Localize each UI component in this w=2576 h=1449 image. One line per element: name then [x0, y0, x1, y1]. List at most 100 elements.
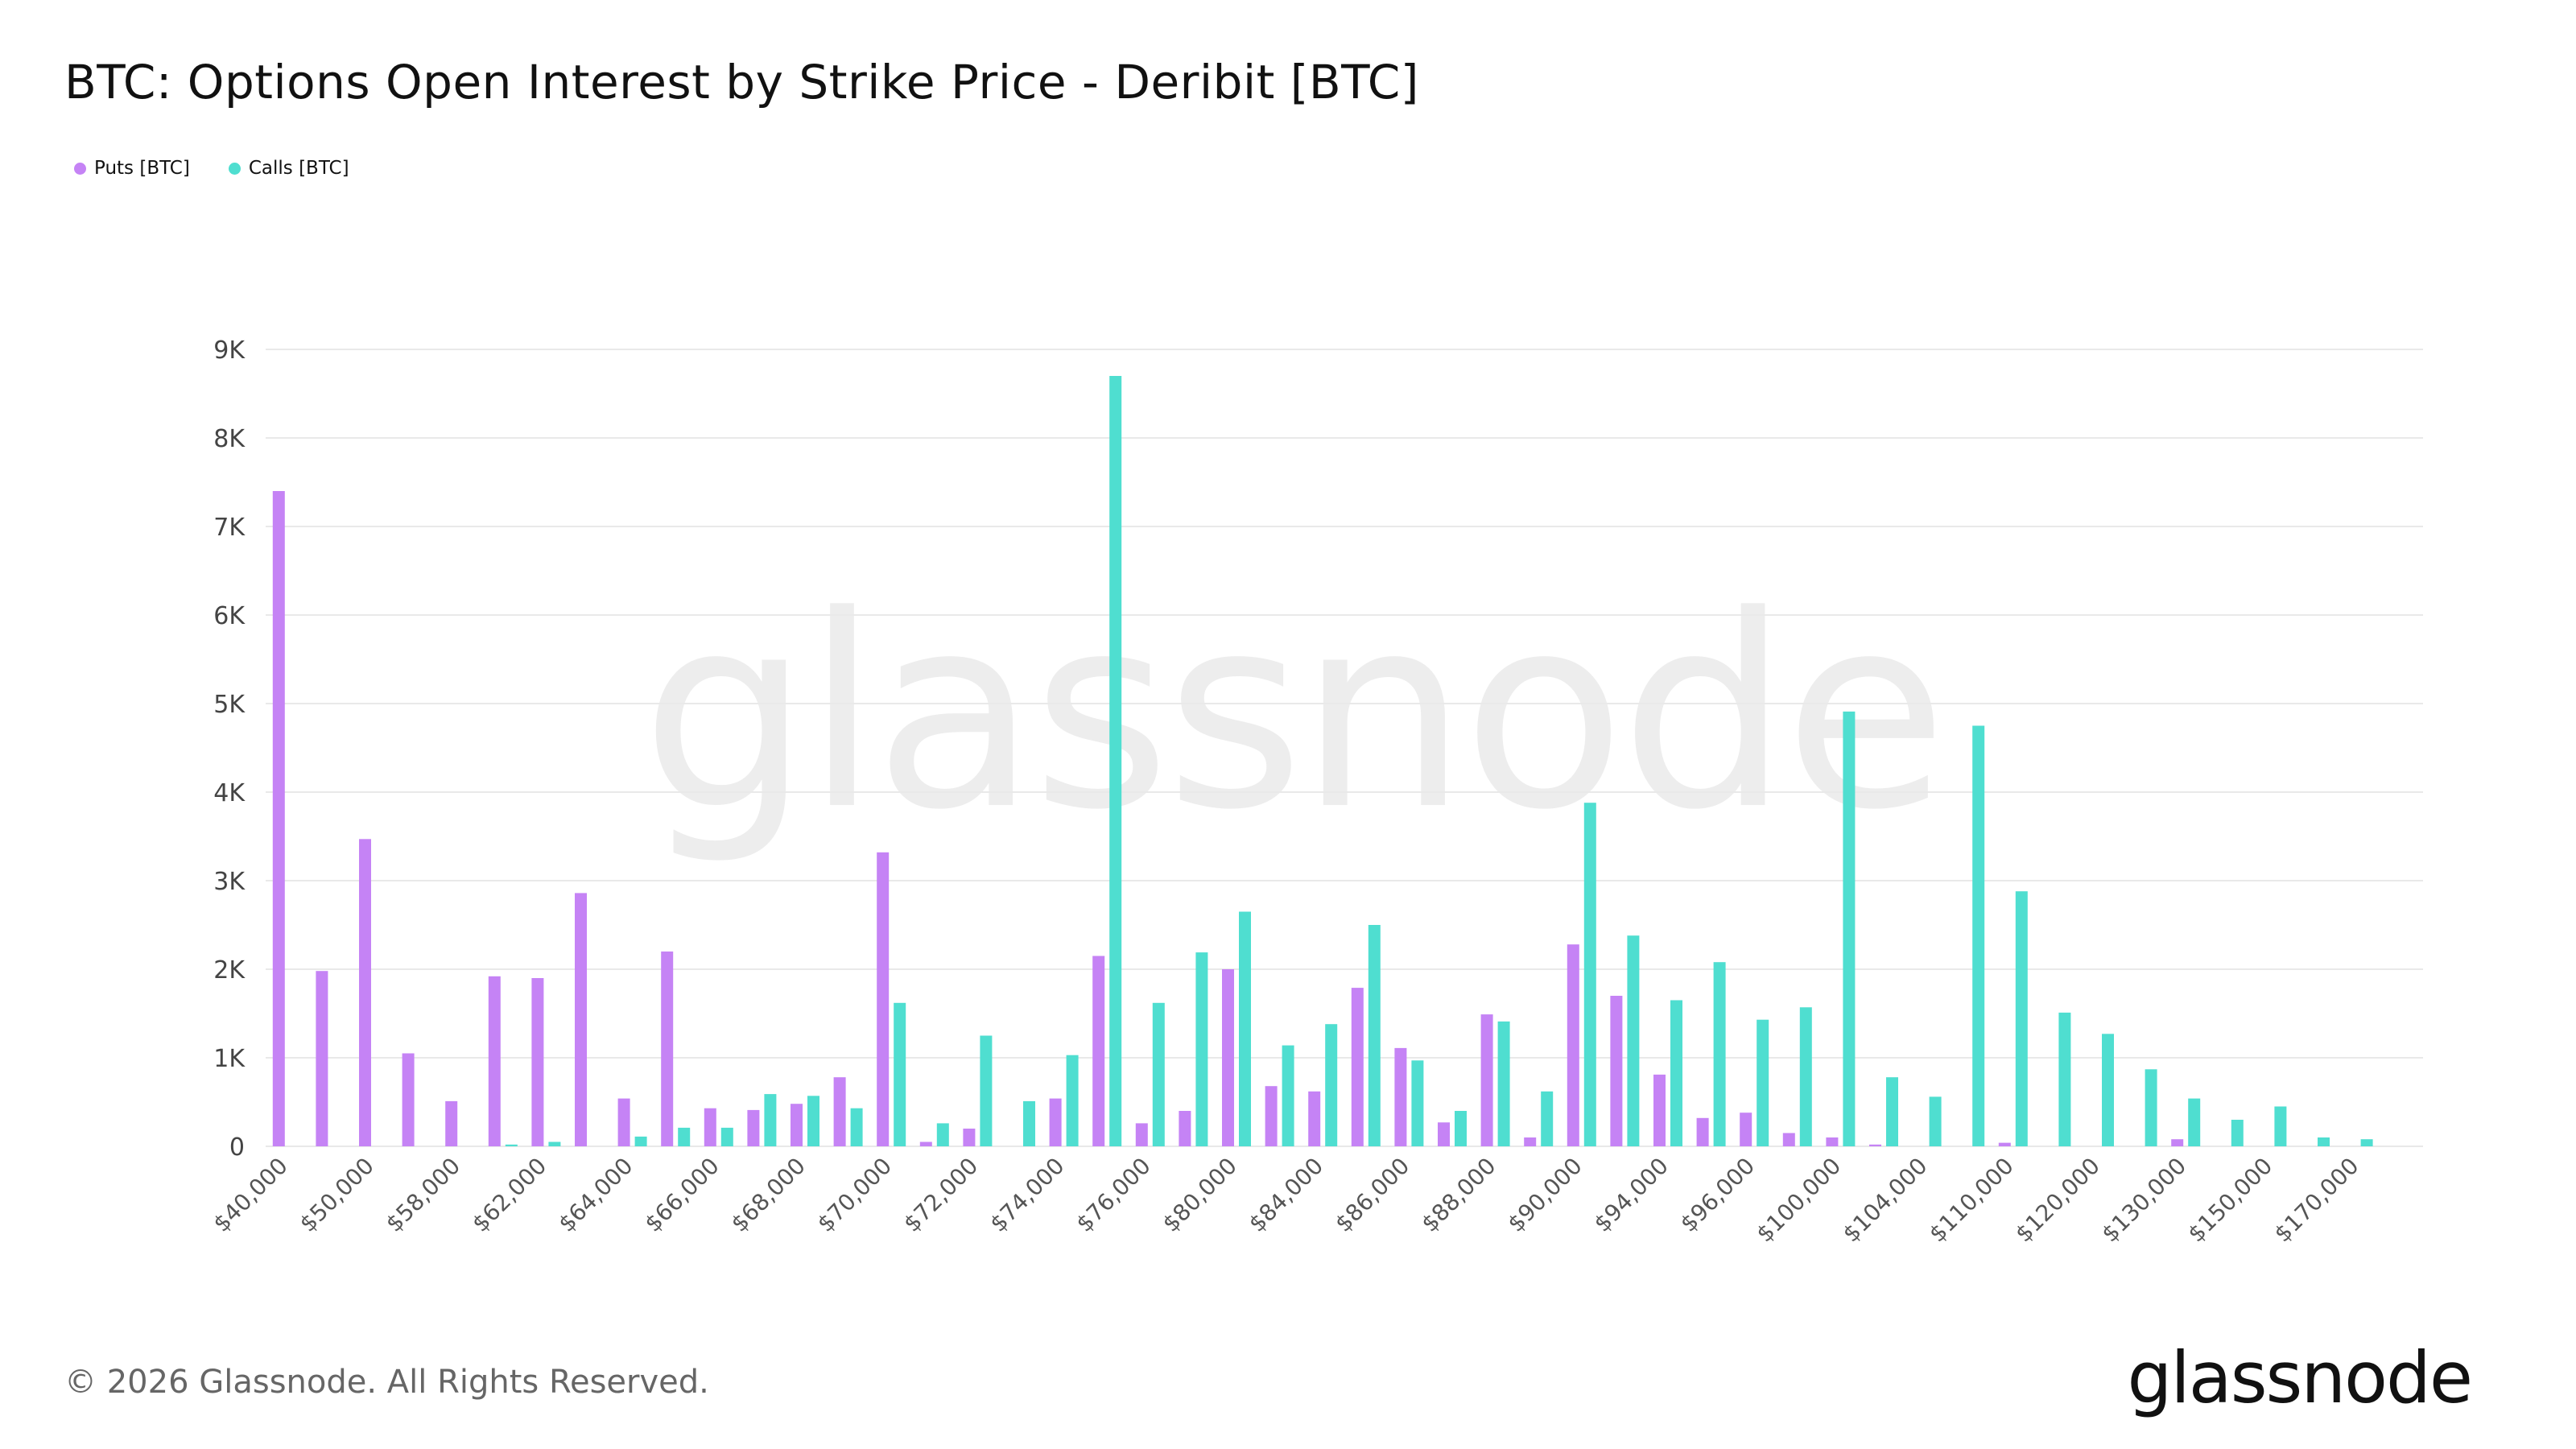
- x-tick-label: $76,000: [1071, 1153, 1156, 1237]
- bar-puts[interactable]: [1869, 1144, 1881, 1146]
- bar-calls[interactable]: [1627, 935, 1640, 1146]
- bar-calls[interactable]: [1368, 925, 1381, 1146]
- x-tick-label: $58,000: [381, 1153, 465, 1237]
- bar-puts[interactable]: [1438, 1122, 1450, 1146]
- bar-puts[interactable]: [661, 952, 674, 1146]
- x-tick-label: $68,000: [726, 1153, 811, 1237]
- bar-puts[interactable]: [1265, 1086, 1278, 1146]
- bar-calls[interactable]: [2102, 1034, 2114, 1146]
- x-tick-label: $50,000: [295, 1153, 379, 1237]
- bar-calls[interactable]: [1757, 1019, 1769, 1146]
- bar-puts[interactable]: [1653, 1074, 1666, 1146]
- copyright-text: © 2026 Glassnode. All Rights Reserved.: [64, 1364, 709, 1401]
- bar-puts[interactable]: [1610, 996, 1623, 1146]
- y-tick-label: 1K: [213, 1045, 246, 1073]
- bar-calls[interactable]: [807, 1096, 819, 1146]
- bar-puts[interactable]: [2171, 1139, 2184, 1146]
- bar-calls[interactable]: [720, 1127, 733, 1146]
- bar-puts[interactable]: [833, 1077, 846, 1146]
- bar-calls[interactable]: [1541, 1091, 1554, 1146]
- bar-calls[interactable]: [2015, 891, 2028, 1146]
- bar-puts[interactable]: [704, 1108, 716, 1146]
- bar-puts[interactable]: [316, 971, 328, 1146]
- bar-puts[interactable]: [1394, 1047, 1407, 1146]
- bar-calls[interactable]: [1109, 376, 1122, 1146]
- bar-calls[interactable]: [1023, 1100, 1035, 1146]
- bar-calls[interactable]: [1497, 1021, 1510, 1146]
- bar-calls[interactable]: [1886, 1077, 1898, 1146]
- bar-calls[interactable]: [850, 1108, 863, 1146]
- bar-calls[interactable]: [1239, 911, 1251, 1147]
- x-tick-label: $74,000: [985, 1153, 1069, 1237]
- bar-puts[interactable]: [272, 491, 285, 1146]
- bar-puts[interactable]: [791, 1104, 803, 1146]
- bar-puts[interactable]: [963, 1129, 976, 1146]
- bar-puts[interactable]: [1351, 988, 1364, 1146]
- bar-puts[interactable]: [359, 839, 371, 1146]
- bar-puts[interactable]: [1740, 1113, 1752, 1146]
- x-tick-label: $110,000: [1924, 1153, 2019, 1248]
- bar-calls[interactable]: [1195, 952, 1208, 1146]
- bar-puts[interactable]: [877, 852, 890, 1146]
- bar-calls[interactable]: [1843, 711, 1856, 1146]
- bar-puts[interactable]: [531, 978, 544, 1146]
- bar-puts[interactable]: [488, 976, 501, 1146]
- bar-calls[interactable]: [1066, 1055, 1079, 1146]
- legend: Puts [BTC] Calls [BTC]: [74, 158, 349, 179]
- bar-calls[interactable]: [1670, 1000, 1682, 1147]
- bar-puts[interactable]: [1826, 1137, 1839, 1146]
- bar-calls[interactable]: [2145, 1069, 2157, 1146]
- bar-calls[interactable]: [1583, 803, 1596, 1146]
- bar-calls[interactable]: [505, 1144, 518, 1146]
- bar-calls[interactable]: [980, 1035, 993, 1147]
- x-tick-label: $130,000: [2096, 1153, 2191, 1248]
- bar-calls[interactable]: [2231, 1120, 2244, 1146]
- bar-puts[interactable]: [1480, 1014, 1493, 1146]
- bars: [272, 376, 2373, 1147]
- bar-calls[interactable]: [634, 1136, 647, 1146]
- bar-calls[interactable]: [2274, 1106, 2287, 1147]
- bar-puts[interactable]: [1524, 1137, 1537, 1146]
- bar-puts[interactable]: [1998, 1142, 2011, 1146]
- bar-puts[interactable]: [1179, 1111, 1191, 1146]
- bar-calls[interactable]: [678, 1127, 691, 1146]
- bar-calls[interactable]: [2058, 1012, 2071, 1146]
- bar-calls[interactable]: [1152, 1002, 1165, 1146]
- bar-calls[interactable]: [1713, 962, 1726, 1146]
- glassnode-logo[interactable]: glassnode: [2127, 1336, 2473, 1419]
- bar-calls[interactable]: [894, 1002, 906, 1146]
- x-tick-label: $150,000: [2183, 1153, 2278, 1248]
- bar-puts[interactable]: [617, 1098, 630, 1146]
- bar-puts[interactable]: [1567, 944, 1579, 1146]
- bar-calls[interactable]: [936, 1123, 949, 1146]
- bar-calls[interactable]: [2188, 1098, 2201, 1146]
- bar-calls[interactable]: [1929, 1096, 1942, 1146]
- legend-item-puts[interactable]: Puts [BTC]: [74, 158, 190, 179]
- bar-puts[interactable]: [1135, 1123, 1148, 1146]
- bar-puts[interactable]: [747, 1109, 760, 1146]
- bar-puts[interactable]: [919, 1141, 932, 1147]
- bar-puts[interactable]: [1782, 1133, 1795, 1147]
- bar-calls[interactable]: [1972, 725, 1985, 1147]
- bar-calls[interactable]: [1799, 1007, 1812, 1146]
- bar-calls[interactable]: [1411, 1060, 1424, 1146]
- bar-puts[interactable]: [1696, 1117, 1709, 1146]
- bar-calls[interactable]: [1325, 1024, 1338, 1146]
- bar-puts[interactable]: [1308, 1091, 1321, 1146]
- bar-puts[interactable]: [445, 1100, 458, 1146]
- bar-calls[interactable]: [764, 1094, 777, 1146]
- bar-calls[interactable]: [1455, 1111, 1467, 1146]
- bar-puts[interactable]: [1049, 1098, 1062, 1146]
- bar-puts[interactable]: [402, 1053, 415, 1147]
- bar-puts[interactable]: [1222, 969, 1234, 1146]
- legend-item-calls[interactable]: Calls [BTC]: [228, 158, 349, 179]
- bar-puts[interactable]: [1092, 956, 1105, 1147]
- x-tick-label: $90,000: [1503, 1153, 1587, 1237]
- y-tick-label: 2K: [213, 956, 246, 985]
- x-tick-label: $62,000: [467, 1153, 551, 1237]
- bar-calls[interactable]: [1282, 1045, 1294, 1146]
- bar-puts[interactable]: [575, 893, 587, 1146]
- bar-calls[interactable]: [548, 1141, 561, 1147]
- bar-calls[interactable]: [2318, 1137, 2330, 1146]
- bar-calls[interactable]: [2360, 1139, 2373, 1146]
